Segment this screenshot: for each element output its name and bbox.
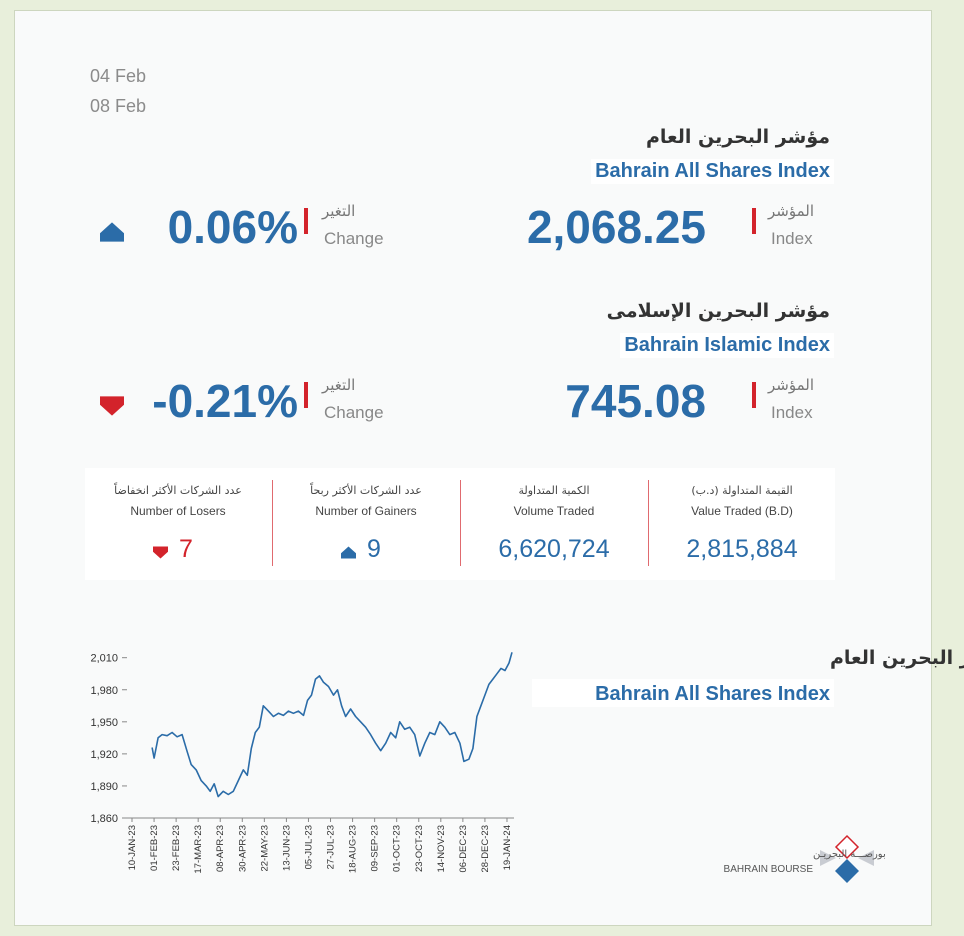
x-tick-label: 18-AUG-23 — [348, 825, 359, 873]
x-tick-label: 14-NOV-23 — [436, 825, 447, 873]
separator — [648, 480, 649, 566]
index-title-en: Bahrain Islamic Index — [620, 333, 834, 358]
x-tick-label: 06-DEC-23 — [458, 825, 469, 873]
stat-label-en: Value Traded (B.D) — [691, 504, 793, 518]
stat-label-en: Volume Traded — [513, 504, 595, 518]
change-value: 0.06% — [167, 201, 298, 253]
stat-value: 6,620,724 — [498, 535, 610, 563]
stat-label-ar: القيمة المتداولة (د.ب) — [691, 484, 793, 497]
direction-shape — [153, 546, 168, 559]
index-value: 745.08 — [565, 375, 706, 427]
logo-shape — [820, 850, 836, 866]
separator — [752, 208, 756, 234]
direction-shape — [100, 396, 124, 416]
index-label-ar: المؤشر — [768, 202, 815, 220]
stat-label-ar: عدد الشركات الأكثر انخفاضاً — [114, 484, 242, 497]
x-tick-label: 17-MAR-23 — [193, 825, 204, 874]
change-label-en: Change — [324, 229, 384, 248]
x-tick-label: 01-OCT-23 — [392, 825, 403, 872]
y-tick-label: 1,860 — [90, 813, 118, 825]
stat-value: 9 — [367, 535, 381, 563]
stats-box: عدد الشركات الأكثر انخفاضاً Number of Los… — [85, 468, 835, 580]
logo-shape — [834, 834, 860, 860]
stat-value: 7 — [179, 535, 193, 563]
direction-icon — [100, 396, 124, 416]
index-label-ar: المؤشر — [768, 376, 815, 394]
direction-shape — [341, 546, 356, 559]
separator — [304, 208, 308, 234]
x-tick-label: 28-DEC-23 — [480, 825, 491, 873]
title-highlight — [532, 679, 834, 707]
index-label-en: Index — [771, 229, 813, 248]
index-title-en: Bahrain All Shares Index — [591, 159, 834, 184]
logo-shape — [835, 859, 859, 883]
x-tick-label: 22-MAY-23 — [259, 825, 270, 871]
direction-icon — [341, 546, 356, 559]
change-label-ar: التغير — [322, 376, 356, 394]
chart-subtitle: Bahrain All Shares Index — [595, 683, 830, 705]
logo-ar: بورصـــة البحريـن — [813, 849, 886, 860]
y-tick-label: 1,980 — [90, 685, 118, 697]
change-value: -0.21% — [152, 375, 298, 427]
separator — [304, 382, 308, 408]
logo-en: BAHRAIN BOURSE — [724, 864, 814, 875]
logo: بورصـــة البحريـن BAHRAIN BOURSE — [724, 834, 886, 883]
x-tick-label: 13-JUN-23 — [281, 825, 292, 871]
x-tick-label: 05-JUL-23 — [303, 825, 314, 869]
x-tick-label: 27-JUL-23 — [326, 825, 337, 869]
date: 08 Feb — [90, 96, 147, 116]
direction-icon — [100, 222, 124, 242]
separator — [460, 480, 461, 566]
index-title-ar: مؤشر البحرين الإسلامى — [606, 300, 830, 322]
index-line — [151, 652, 513, 798]
x-tick-label: 30-APR-23 — [237, 825, 248, 872]
index-label-en: Index — [771, 403, 813, 422]
chart-title: مؤشر البحرين العام — [830, 647, 964, 669]
stat-value: 2,815,884 — [686, 535, 798, 563]
logo-shape — [858, 850, 874, 866]
direction-shape — [100, 222, 124, 242]
y-tick-label: 1,950 — [90, 717, 118, 729]
x-tick-label: 10-JAN-23 — [127, 825, 138, 870]
x-tick-label: 08-APR-23 — [215, 825, 226, 872]
separator — [272, 480, 273, 566]
separator — [752, 382, 756, 408]
index-value: 2,068.25 — [526, 201, 706, 253]
stat-label-ar: عدد الشركات الأكثر ربحاً — [310, 484, 422, 497]
x-tick-label: 01-FEB-23 — [149, 825, 160, 871]
index-title-ar: مؤشر البحرين العام — [646, 126, 830, 148]
x-tick-label: 19-JAN-24 — [502, 825, 513, 870]
stat-label-ar: الكمية المتداولة — [518, 484, 590, 497]
stat-label-en: Number of Gainers — [315, 504, 417, 518]
y-tick-label: 2,010 — [90, 653, 118, 665]
x-tick-label: 23-FEB-23 — [171, 825, 182, 871]
stat-label-en: Number of Losers — [130, 504, 226, 518]
date: 04 Feb — [90, 66, 147, 86]
direction-icon — [153, 546, 168, 559]
x-tick-label: 23-OCT-23 — [414, 825, 425, 872]
change-label-ar: التغير — [322, 202, 356, 220]
y-tick-label: 1,890 — [90, 781, 118, 793]
x-tick-label: 09-SEP-23 — [370, 825, 381, 871]
change-label-en: Change — [324, 403, 384, 422]
y-tick-label: 1,920 — [90, 749, 118, 761]
